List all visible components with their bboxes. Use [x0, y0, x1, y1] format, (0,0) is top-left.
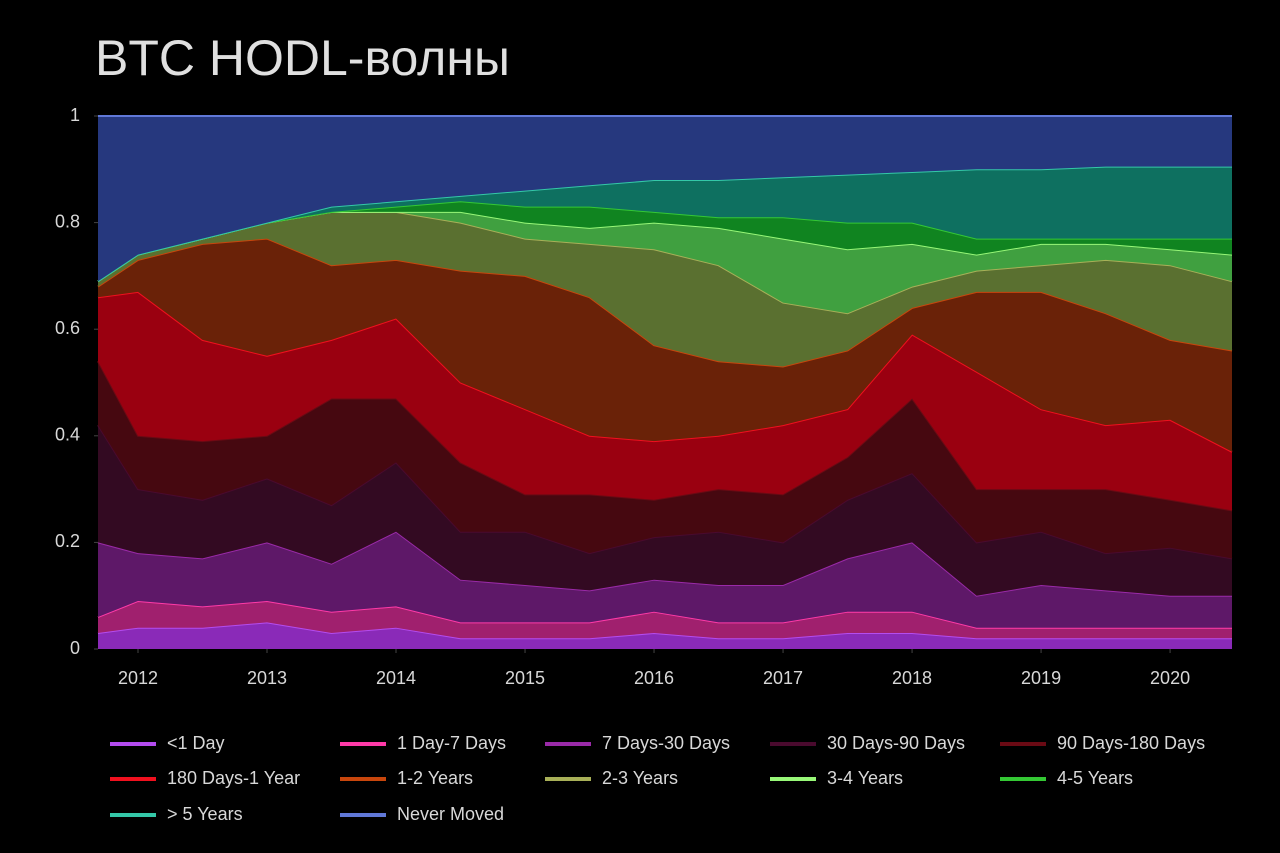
legend-label: > 5 Years [167, 804, 243, 824]
legend-label: <1 Day [167, 733, 225, 753]
area [98, 211, 1232, 367]
legend-label: 1 Day-7 Days [397, 733, 506, 753]
area [98, 531, 1232, 628]
y-tick-label: 0.4 [55, 425, 80, 445]
x-tick-label: 2014 [376, 668, 416, 688]
y-tick-label: 0 [70, 638, 80, 658]
x-tick-label: 2020 [1150, 668, 1190, 688]
area [98, 211, 1232, 314]
area [98, 601, 1232, 639]
legend-label: 30 Days-90 Days [827, 733, 965, 753]
y-tick-label: 0.6 [55, 318, 80, 338]
x-tick-label: 2013 [247, 668, 287, 688]
legend-label: 7 Days-30 Days [602, 733, 730, 753]
y-tick-label: 0.2 [55, 531, 80, 551]
area [98, 238, 1232, 452]
x-tick-label: 2019 [1021, 668, 1061, 688]
x-tick-label: 2018 [892, 668, 932, 688]
area [98, 425, 1232, 596]
area [98, 361, 1232, 559]
legend-label: 90 Days-180 Days [1057, 733, 1205, 753]
area [98, 291, 1232, 511]
x-tick-label: 2015 [505, 668, 545, 688]
area [98, 166, 1232, 282]
legend-label: 4-5 Years [1057, 768, 1133, 788]
legend-label: 3-4 Years [827, 768, 903, 788]
legend-label: 180 Days-1 Year [167, 768, 300, 788]
area [98, 201, 1232, 282]
chart-title: BTC HODL-волны [95, 30, 510, 86]
area [98, 116, 1232, 282]
legend-label: Never Moved [397, 804, 504, 824]
legend-label: 2-3 Years [602, 768, 678, 788]
x-tick-label: 2017 [763, 668, 803, 688]
y-tick-label: 1 [70, 105, 80, 125]
x-tick-label: 2016 [634, 668, 674, 688]
legend-label: 1-2 Years [397, 768, 473, 788]
y-tick-label: 0.8 [55, 211, 80, 231]
x-tick-label: 2012 [118, 668, 158, 688]
